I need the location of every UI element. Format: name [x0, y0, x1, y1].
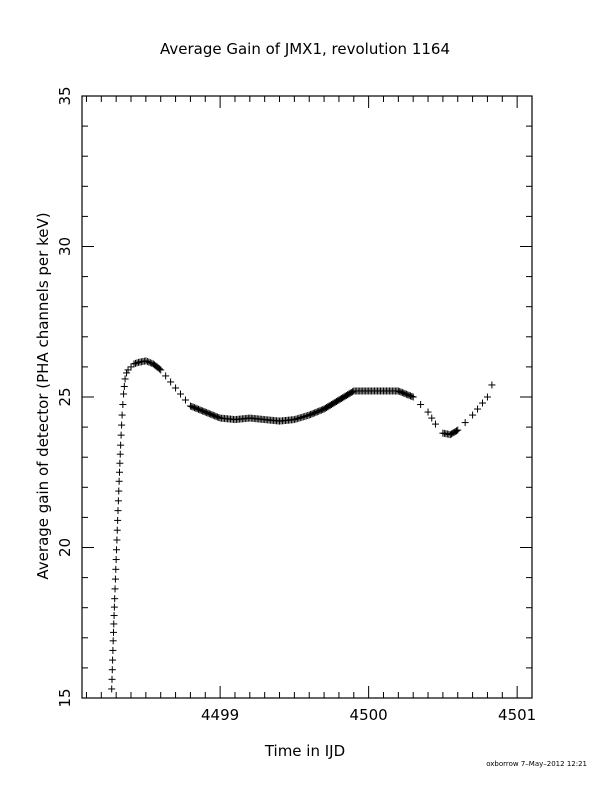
data-point	[114, 497, 122, 505]
data-point	[469, 411, 477, 419]
data-point	[408, 392, 416, 400]
data-point	[120, 390, 128, 398]
data-point	[114, 516, 122, 524]
data-point	[124, 366, 132, 374]
data-point	[121, 375, 129, 383]
data-point	[431, 420, 439, 428]
data-point	[117, 431, 125, 439]
chart-title: Average Gain of JMX1, revolution 1164	[160, 40, 450, 58]
data-point	[111, 585, 119, 593]
data-point	[109, 637, 117, 645]
data-point	[114, 507, 122, 515]
data-point	[428, 414, 436, 422]
data-point	[172, 384, 180, 392]
y-tick-label: 35	[56, 86, 74, 105]
data-point	[108, 666, 116, 674]
y-axis-label: Average gain of detector (PHA channels p…	[34, 212, 52, 579]
data-point	[111, 595, 119, 603]
data-point	[146, 359, 154, 367]
data-point	[119, 401, 127, 409]
data-point	[123, 369, 131, 377]
data-point	[409, 393, 417, 401]
data-point	[118, 421, 126, 429]
data-point	[157, 366, 165, 374]
x-tick-label: 4499	[201, 706, 239, 724]
data-point	[116, 450, 124, 458]
data-point	[118, 411, 126, 419]
data-point	[115, 477, 123, 485]
data-point	[111, 575, 119, 583]
data-point	[108, 685, 116, 693]
data-point	[110, 620, 118, 628]
x-tick-label: 4501	[498, 706, 536, 724]
data-point	[120, 382, 128, 390]
data-point	[131, 359, 139, 367]
x-axis-label: Time in IJD	[264, 742, 345, 760]
data-point	[108, 675, 116, 683]
data-point	[110, 612, 118, 620]
y-tick-label: 20	[56, 538, 74, 557]
x-tick-labels: 4499 4500 4501	[201, 706, 536, 724]
footer-stamp: oxborrow 7–May–2012 12:21	[486, 760, 587, 768]
x-tick-label: 4500	[350, 706, 388, 724]
data-point	[117, 441, 125, 449]
data-point	[116, 468, 123, 476]
data-point	[145, 358, 153, 366]
data-point	[113, 546, 121, 554]
data-point	[474, 405, 482, 413]
data-point	[112, 565, 120, 573]
data-point	[417, 401, 425, 409]
data-point	[110, 603, 118, 611]
data-point	[177, 390, 185, 398]
data-point	[478, 399, 486, 407]
y-tick-labels: 15 20 25 30 35	[56, 86, 74, 707]
data-point	[155, 365, 163, 373]
data-point	[109, 656, 117, 664]
data-point	[116, 459, 124, 467]
data-point	[167, 378, 175, 386]
axis-ticks	[82, 95, 533, 699]
data-point	[488, 381, 496, 389]
data-point	[483, 393, 491, 401]
data-point	[454, 426, 462, 434]
data-point	[115, 487, 123, 495]
data-point	[109, 628, 117, 636]
data-point	[215, 414, 223, 422]
data-point	[424, 408, 432, 416]
data-point	[112, 556, 120, 564]
data-point	[113, 536, 121, 544]
data-point	[133, 359, 141, 367]
y-tick-label: 15	[56, 688, 74, 707]
data-point	[142, 357, 150, 365]
data-point	[461, 419, 469, 427]
data-point	[143, 357, 151, 365]
y-tick-label: 30	[56, 237, 74, 256]
data-point	[113, 526, 121, 534]
plot-frame	[81, 95, 533, 699]
data-point	[453, 427, 461, 435]
data-points	[108, 357, 496, 693]
data-point	[109, 646, 117, 654]
data-point	[181, 396, 189, 404]
data-point	[127, 363, 135, 371]
data-point	[130, 360, 138, 368]
y-tick-label: 25	[56, 387, 74, 406]
data-point	[162, 372, 170, 380]
